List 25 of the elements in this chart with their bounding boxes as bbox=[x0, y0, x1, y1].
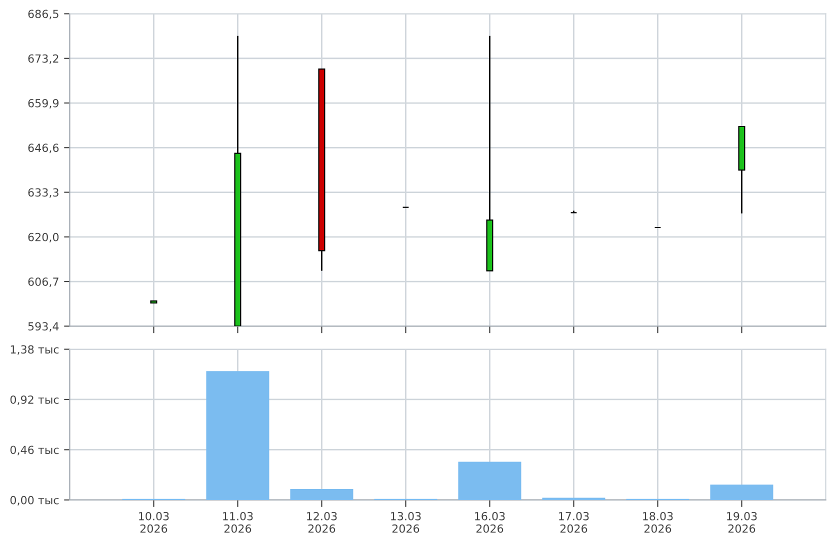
x-tick-label: 11.03 2026 bbox=[223, 512, 253, 533]
x-tick-label: 12.03 2026 bbox=[307, 512, 337, 533]
y-tick-label: 1,38 тыс bbox=[10, 345, 59, 355]
y-tick-label: 646,6 bbox=[28, 144, 59, 154]
x-tick-label: 17.03 2026 bbox=[559, 512, 589, 533]
y-tick-label: 593,4 bbox=[28, 322, 59, 332]
bar bbox=[290, 489, 354, 500]
y-tick-label: 633,3 bbox=[28, 188, 58, 198]
y-tick-label: 673,2 bbox=[28, 54, 58, 64]
x-tick-label: 18.03 2026 bbox=[643, 512, 673, 533]
y-tick-label: 0,92 тыс bbox=[10, 395, 59, 405]
candlestick bbox=[738, 126, 746, 214]
x-tick-label: 16.03 2026 bbox=[475, 512, 505, 533]
x-tick-label: 19.03 2026 bbox=[727, 512, 757, 533]
y-tick-label: 0,00 тыс bbox=[10, 496, 59, 506]
y-tick-label: 686,5 bbox=[28, 10, 58, 20]
bar bbox=[710, 484, 774, 500]
y-tick-label: 659,9 bbox=[28, 98, 59, 109]
x-tick-label: 13.03 2026 bbox=[391, 512, 421, 533]
bar bbox=[206, 371, 270, 500]
y-tick-label: 606,7 bbox=[28, 277, 58, 288]
bar bbox=[458, 462, 522, 500]
x-tick-label: 10.03 2026 bbox=[139, 512, 169, 533]
y-tick-label: 620,0 bbox=[28, 232, 59, 242]
y-tick-label: 0,46 тыс bbox=[10, 446, 59, 456]
